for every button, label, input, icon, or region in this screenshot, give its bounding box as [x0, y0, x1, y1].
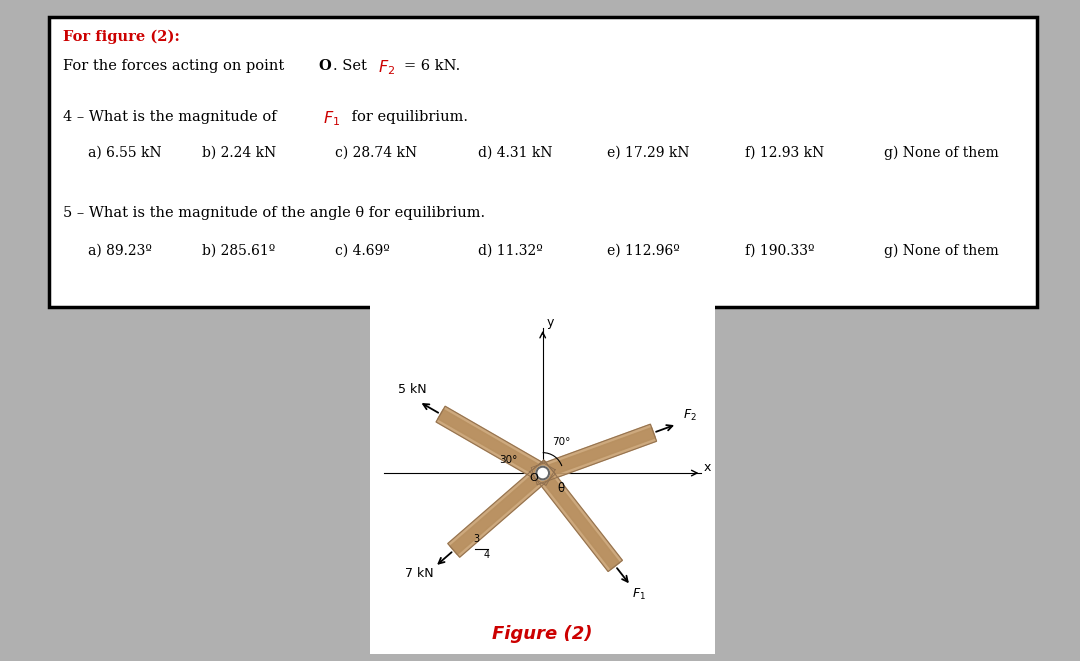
- Text: b) 2.24 kN: b) 2.24 kN: [202, 146, 276, 160]
- Text: a) 6.55 kN: a) 6.55 kN: [89, 146, 162, 160]
- Text: e) 112.96º: e) 112.96º: [607, 243, 679, 257]
- Polygon shape: [450, 463, 553, 555]
- Polygon shape: [530, 460, 622, 572]
- Text: x: x: [704, 461, 711, 474]
- Text: 7 kN: 7 kN: [405, 566, 433, 580]
- Text: For figure (2):: For figure (2):: [64, 30, 180, 44]
- Text: 3: 3: [473, 534, 480, 545]
- Text: c) 4.69º: c) 4.69º: [335, 243, 390, 257]
- Polygon shape: [448, 460, 555, 557]
- Text: = 6 kN.: = 6 kN.: [404, 59, 460, 73]
- Text: O: O: [529, 473, 538, 483]
- Text: f) 190.33º: f) 190.33º: [745, 243, 814, 257]
- Text: for equilibrium.: for equilibrium.: [347, 110, 468, 124]
- Text: e) 17.29 kN: e) 17.29 kN: [607, 146, 689, 160]
- Text: a) 89.23º: a) 89.23º: [89, 243, 152, 257]
- Text: d) 11.32º: d) 11.32º: [478, 243, 543, 257]
- Text: For the forces acting on point: For the forces acting on point: [64, 59, 289, 73]
- Polygon shape: [531, 424, 657, 485]
- Text: $F_1$: $F_1$: [632, 587, 646, 602]
- Polygon shape: [532, 428, 656, 481]
- FancyBboxPatch shape: [49, 17, 1037, 307]
- Text: θ: θ: [557, 482, 565, 495]
- Text: $\mathbf{\mathit{F_2}}$: $\mathbf{\mathit{F_2}}$: [378, 59, 395, 77]
- Text: f) 12.93 kN: f) 12.93 kN: [745, 146, 824, 160]
- Text: $\mathit{F_1}$: $\mathit{F_1}$: [323, 110, 340, 128]
- Polygon shape: [436, 407, 555, 485]
- Text: O: O: [318, 59, 330, 73]
- Text: 5 kN: 5 kN: [397, 383, 427, 395]
- Polygon shape: [532, 463, 620, 569]
- Text: g) None of them: g) None of them: [883, 146, 998, 161]
- FancyBboxPatch shape: [364, 294, 721, 661]
- Text: 70°: 70°: [552, 437, 570, 447]
- Text: . Set: . Set: [334, 59, 372, 73]
- Text: 30°: 30°: [500, 455, 518, 465]
- Circle shape: [537, 467, 549, 479]
- Text: $F_2$: $F_2$: [683, 408, 697, 423]
- Text: d) 4.31 kN: d) 4.31 kN: [478, 146, 553, 160]
- Polygon shape: [437, 409, 553, 483]
- Text: c) 28.74 kN: c) 28.74 kN: [335, 146, 417, 160]
- Text: 4 – What is the magnitude of: 4 – What is the magnitude of: [64, 110, 282, 124]
- Text: y: y: [546, 316, 554, 329]
- Text: 4: 4: [484, 550, 490, 560]
- Text: Figure (2): Figure (2): [492, 625, 593, 643]
- Text: g) None of them: g) None of them: [883, 243, 998, 258]
- Text: b) 285.61º: b) 285.61º: [202, 243, 275, 257]
- Text: 5 – What is the magnitude of the angle θ for equilibrium.: 5 – What is the magnitude of the angle θ…: [64, 206, 486, 219]
